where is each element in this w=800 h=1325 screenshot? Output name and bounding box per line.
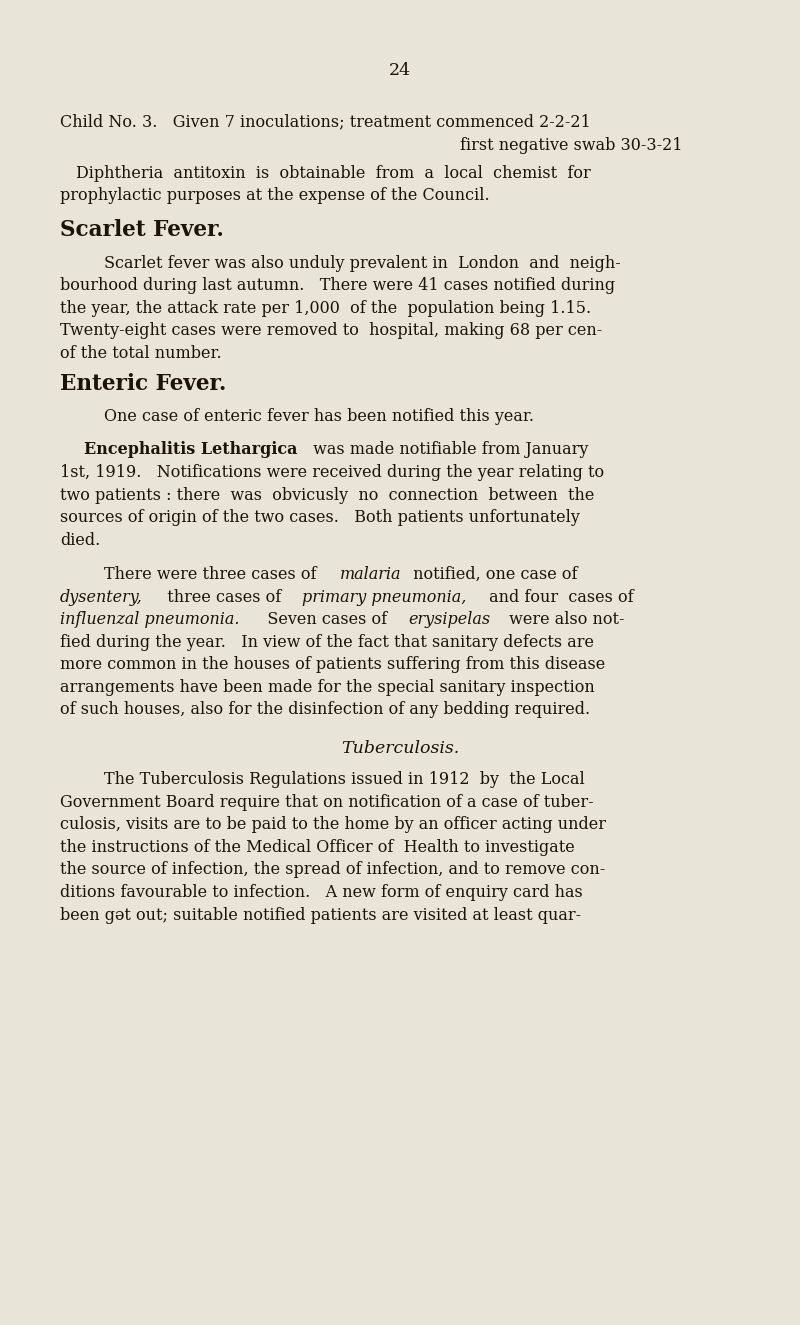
Text: arrangements have been made for the special sanitary inspection: arrangements have been made for the spec…: [60, 678, 594, 696]
Text: Scarlet fever was also unduly prevalent in  London  and  neigh-: Scarlet fever was also unduly prevalent …: [104, 254, 621, 272]
Text: was made notifiable from January: was made notifiable from January: [308, 441, 588, 458]
Text: Child No. 3.   Given 7 inoculations; treatment commenced 2-2-21: Child No. 3. Given 7 inoculations; treat…: [60, 113, 590, 130]
Text: ditions favourable to infection.   A new form of enquiry card has: ditions favourable to infection. A new f…: [60, 884, 582, 901]
Text: Scarlet Fever.: Scarlet Fever.: [60, 219, 224, 241]
Text: the instructions of the Medical Officer of  Health to investigate: the instructions of the Medical Officer …: [60, 839, 574, 856]
Text: One case of enteric fever has been notified this year.: One case of enteric fever has been notif…: [104, 408, 534, 425]
Text: fied during the year.   In view of the fact that sanitary defects are: fied during the year. In view of the fac…: [60, 633, 594, 651]
Text: culosis, visits are to be paid to the home by an officer acting under: culosis, visits are to be paid to the ho…: [60, 816, 606, 833]
Text: sources of origin of the two cases.   Both patients unfortunately: sources of origin of the two cases. Both…: [60, 509, 580, 526]
Text: been gət out; suitable notified patients are visited at least quar-: been gət out; suitable notified patients…: [60, 906, 581, 924]
Text: 24: 24: [389, 62, 411, 80]
Text: erysipelas: erysipelas: [408, 611, 490, 628]
Text: more common in the houses of patients suffering from this disease: more common in the houses of patients su…: [60, 656, 606, 673]
Text: influenzal pneumonia.: influenzal pneumonia.: [60, 611, 239, 628]
Text: of the total number.: of the total number.: [60, 344, 222, 362]
Text: three cases of: three cases of: [157, 588, 286, 606]
Text: died.: died.: [60, 531, 100, 549]
Text: notified, one case of: notified, one case of: [408, 566, 578, 583]
Text: There were three cases of: There were three cases of: [104, 566, 322, 583]
Text: two patients : there  was  obvicusly  no  connection  between  the: two patients : there was obvicusly no co…: [60, 486, 594, 504]
Text: first negative swab 30-3-21: first negative swab 30-3-21: [460, 136, 682, 154]
Text: Diphtheria  antitoxin  is  obtainable  from  a  local  chemist  for: Diphtheria antitoxin is obtainable from …: [76, 164, 590, 182]
Text: Enteric Fever.: Enteric Fever.: [60, 372, 226, 395]
Text: Government Board require that on notification of a case of tuber-: Government Board require that on notific…: [60, 794, 594, 811]
Text: Seven cases of: Seven cases of: [252, 611, 392, 628]
Text: Encephalitis Lethargica: Encephalitis Lethargica: [84, 441, 298, 458]
Text: malaria: malaria: [340, 566, 402, 583]
Text: the year, the attack rate per 1,000  of the  population being 1.15.: the year, the attack rate per 1,000 of t…: [60, 299, 591, 317]
Text: bourhood during last autumn.   There were 41 cases notified during: bourhood during last autumn. There were …: [60, 277, 615, 294]
Text: primary pneumonia,: primary pneumonia,: [302, 588, 466, 606]
Text: of such houses, also for the disinfection of any bedding required.: of such houses, also for the disinfectio…: [60, 701, 590, 718]
Text: dysentery,: dysentery,: [60, 588, 142, 606]
Text: the source of infection, the spread of infection, and to remove con-: the source of infection, the spread of i…: [60, 861, 606, 878]
Text: Tuberculosis.: Tuberculosis.: [341, 739, 459, 757]
Text: were also not-: were also not-: [504, 611, 625, 628]
Text: and four  cases of: and four cases of: [484, 588, 634, 606]
Text: 1st, 1919.   Notifications were received during the year relating to: 1st, 1919. Notifications were received d…: [60, 464, 604, 481]
Text: The Tuberculosis Regulations issued in 1912  by  the Local: The Tuberculosis Regulations issued in 1…: [104, 771, 585, 788]
Text: Twenty-eight cases were removed to  hospital, making 68 per cen-: Twenty-eight cases were removed to hospi…: [60, 322, 602, 339]
Text: prophylactic purposes at the expense of the Council.: prophylactic purposes at the expense of …: [60, 187, 490, 204]
